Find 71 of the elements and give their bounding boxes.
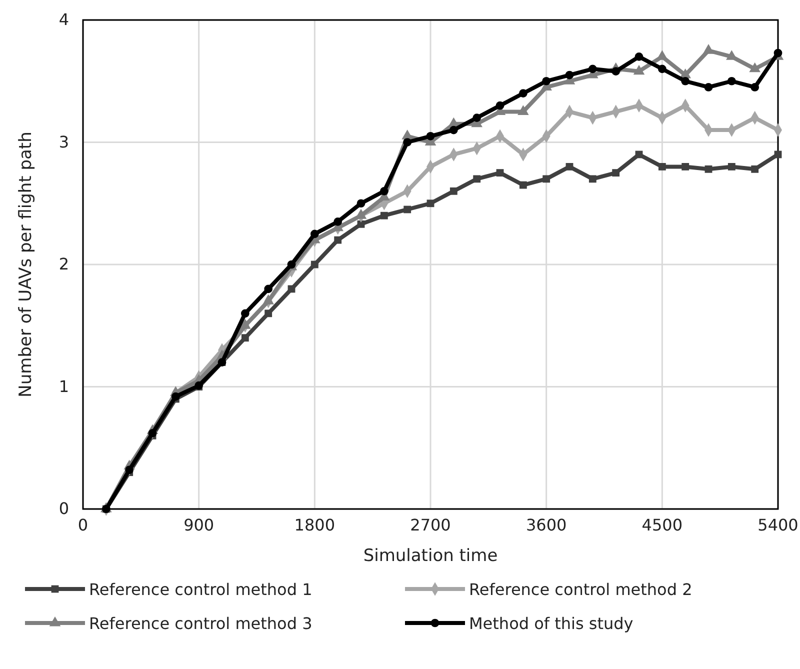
point bbox=[749, 62, 760, 72]
point bbox=[612, 67, 620, 76]
point bbox=[634, 52, 644, 61]
point bbox=[518, 105, 529, 115]
legend-label: Method of this study bbox=[469, 614, 634, 633]
point bbox=[774, 48, 782, 58]
point bbox=[588, 64, 597, 74]
y-tick-label: 1 bbox=[58, 376, 69, 396]
point bbox=[334, 218, 342, 226]
point bbox=[264, 284, 273, 294]
point bbox=[750, 83, 760, 92]
point bbox=[751, 165, 759, 173]
x-axis-title: Simulation time bbox=[363, 546, 498, 566]
point bbox=[426, 132, 435, 140]
point bbox=[334, 236, 342, 244]
point bbox=[633, 64, 645, 75]
point bbox=[264, 310, 272, 318]
point bbox=[357, 220, 365, 228]
x-tick-label: 900 bbox=[184, 515, 214, 534]
point bbox=[704, 165, 712, 173]
point bbox=[682, 162, 690, 170]
legend-label: Reference control method 3 bbox=[89, 614, 312, 633]
point bbox=[496, 169, 504, 177]
point bbox=[519, 181, 527, 189]
point bbox=[403, 138, 412, 146]
point bbox=[310, 260, 318, 268]
point bbox=[450, 187, 458, 195]
point bbox=[310, 230, 319, 238]
point bbox=[658, 64, 666, 74]
y-tick-label: 0 bbox=[58, 499, 69, 518]
point bbox=[148, 429, 157, 438]
point bbox=[704, 83, 713, 92]
point bbox=[542, 76, 551, 86]
x-tick-label: 3600 bbox=[526, 515, 567, 534]
point bbox=[449, 126, 458, 134]
point bbox=[658, 162, 666, 170]
y-axis-title: Number of UAVs per flight path bbox=[16, 132, 36, 398]
y-tick-label: 4 bbox=[58, 10, 69, 30]
point bbox=[656, 50, 668, 60]
point bbox=[125, 466, 134, 474]
x-tick-label: 4500 bbox=[642, 515, 683, 534]
point bbox=[426, 200, 434, 208]
x-tick-label: 2700 bbox=[410, 515, 451, 534]
point bbox=[241, 334, 249, 342]
x-tick-label: 0 bbox=[78, 515, 88, 534]
point bbox=[472, 114, 482, 122]
point bbox=[702, 44, 714, 54]
y-tick-label: 2 bbox=[58, 254, 69, 274]
point bbox=[681, 76, 690, 86]
point bbox=[380, 212, 388, 220]
point bbox=[588, 175, 596, 183]
point bbox=[727, 76, 736, 86]
point bbox=[496, 101, 504, 110]
x-tick-label: 1800 bbox=[294, 515, 336, 534]
point bbox=[380, 186, 388, 196]
point bbox=[566, 162, 574, 170]
point bbox=[473, 175, 481, 183]
point bbox=[565, 70, 574, 80]
x-tick-label: 5400 bbox=[758, 515, 798, 534]
point bbox=[171, 392, 180, 401]
y-tick-label: 3 bbox=[58, 132, 69, 152]
point bbox=[542, 175, 550, 183]
point bbox=[240, 309, 250, 318]
point bbox=[288, 285, 296, 293]
point bbox=[612, 169, 620, 177]
point bbox=[728, 162, 736, 170]
legend-label: Reference control method 1 bbox=[89, 580, 312, 599]
point bbox=[356, 199, 366, 208]
legend-label: Reference control method 2 bbox=[469, 580, 692, 599]
point bbox=[518, 89, 528, 98]
point bbox=[404, 206, 412, 214]
